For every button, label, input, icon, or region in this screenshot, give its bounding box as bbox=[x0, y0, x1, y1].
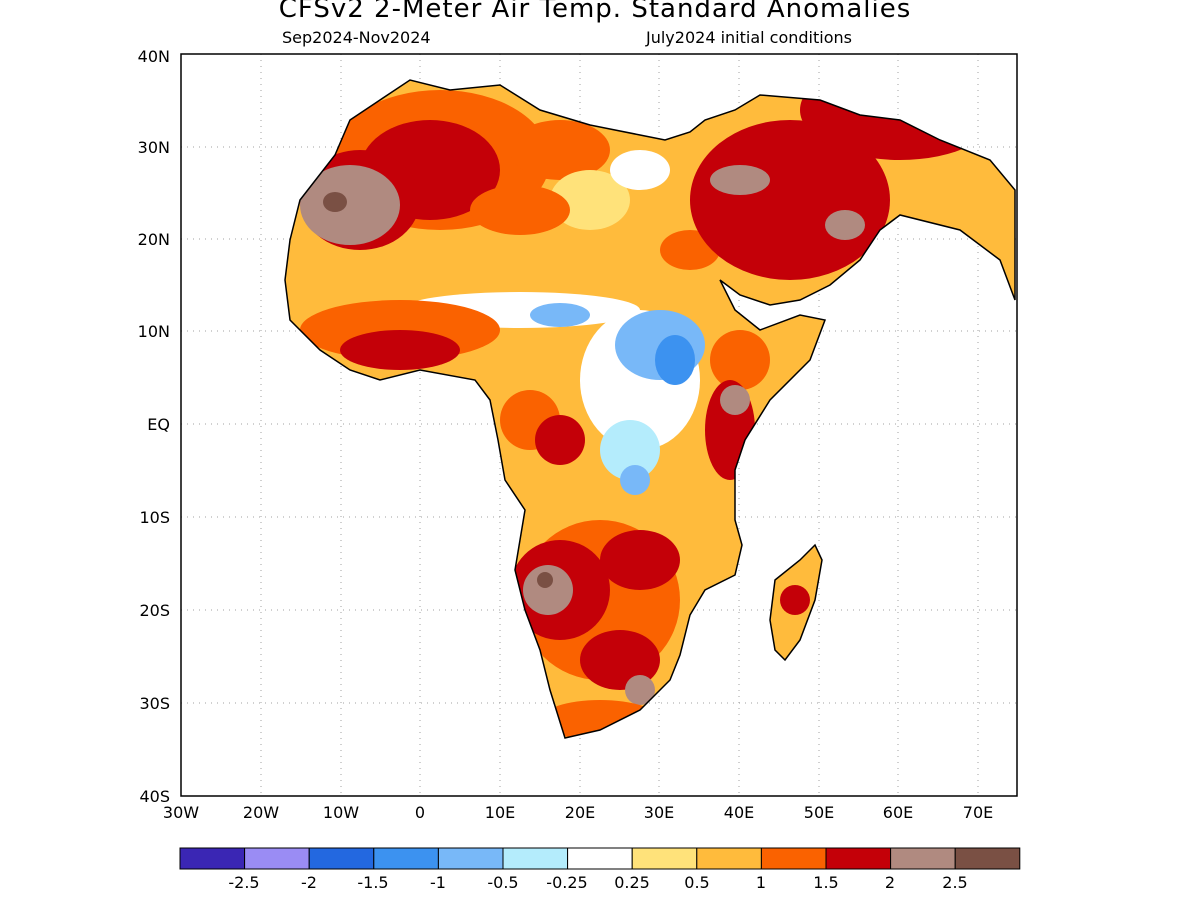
lat-label-20n: 20N bbox=[138, 230, 170, 249]
colorbar-label: -2 bbox=[301, 873, 317, 892]
initial-conditions-label: July2024 initial conditions bbox=[646, 28, 852, 47]
colorbar-label: 1.5 bbox=[813, 873, 838, 892]
lon-label-0: 0 bbox=[415, 803, 425, 822]
colorbar-label: 0.5 bbox=[684, 873, 709, 892]
colorbar-swatch bbox=[631, 847, 698, 870]
lat-label-eq: EQ bbox=[147, 415, 170, 434]
lon-label-30e: 30E bbox=[644, 803, 674, 822]
lon-label-40e: 40E bbox=[724, 803, 754, 822]
colorbar-swatch bbox=[954, 847, 1021, 870]
colorbar-label: -1 bbox=[430, 873, 446, 892]
colorbar-label: -2.5 bbox=[228, 873, 259, 892]
colorbar-swatch bbox=[179, 847, 246, 870]
colorbar-swatch bbox=[760, 847, 827, 870]
colorbar-label: -1.5 bbox=[357, 873, 388, 892]
lat-label-30n: 30N bbox=[138, 138, 170, 157]
colorbar-swatch bbox=[696, 847, 762, 870]
longitude-labels: 30W 20W 10W 0 10E 20E 30E 40E 50E 60E 70… bbox=[163, 803, 993, 822]
lon-label-10e: 10E bbox=[485, 803, 515, 822]
latitude-labels: 40N 30N 20N 10N EQ 10S 20S 30S 40S bbox=[138, 47, 170, 806]
colorbar-label: 0.25 bbox=[614, 873, 650, 892]
colorbar-label: 2.5 bbox=[942, 873, 967, 892]
lat-label-10n: 10N bbox=[138, 322, 170, 341]
color-bar-swatches bbox=[179, 847, 1021, 870]
lon-label-70e: 70E bbox=[963, 803, 993, 822]
colorbar-label: 2 bbox=[885, 873, 895, 892]
colorbar-swatch bbox=[567, 847, 633, 870]
lat-label-10s: 10S bbox=[139, 508, 170, 527]
colorbar-swatch bbox=[502, 847, 569, 870]
map-title: CFSv2 2-Meter Air Temp. Standard Anomali… bbox=[278, 0, 912, 24]
color-bar-labels: -2.5 -2 -1.5 -1 -0.5 -0.25 0.25 0.5 1 1.… bbox=[228, 873, 967, 892]
lat-label-30s: 30S bbox=[139, 694, 170, 713]
color-bar: -2.5 -2 -1.5 -1 -0.5 -0.25 0.25 0.5 1 1.… bbox=[179, 847, 1021, 892]
lon-label-50e: 50E bbox=[804, 803, 834, 822]
colorbar-swatch bbox=[308, 847, 375, 870]
colorbar-label: 1 bbox=[756, 873, 766, 892]
colorbar-swatch bbox=[244, 847, 310, 870]
forecast-period: Sep2024-Nov2024 bbox=[282, 28, 431, 47]
lon-label-20w: 20W bbox=[243, 803, 279, 822]
lat-label-40s: 40S bbox=[139, 787, 170, 806]
colorbar-swatch bbox=[437, 847, 504, 870]
map-frame bbox=[180, 53, 1018, 797]
colorbar-swatch bbox=[825, 847, 892, 870]
colorbar-swatch bbox=[373, 847, 439, 870]
lon-label-60e: 60E bbox=[883, 803, 913, 822]
lon-label-30w: 30W bbox=[163, 803, 199, 822]
colorbar-label: -0.5 bbox=[487, 873, 518, 892]
colorbar-swatch bbox=[890, 847, 956, 870]
lat-label-40n: 40N bbox=[138, 47, 170, 66]
lat-label-20s: 20S bbox=[139, 601, 170, 620]
anomaly-field bbox=[285, 80, 1015, 738]
lon-label-20e: 20E bbox=[565, 803, 595, 822]
lon-label-10w: 10W bbox=[323, 803, 359, 822]
colorbar-label: -0.25 bbox=[546, 873, 587, 892]
coastline bbox=[284, 79, 1016, 739]
